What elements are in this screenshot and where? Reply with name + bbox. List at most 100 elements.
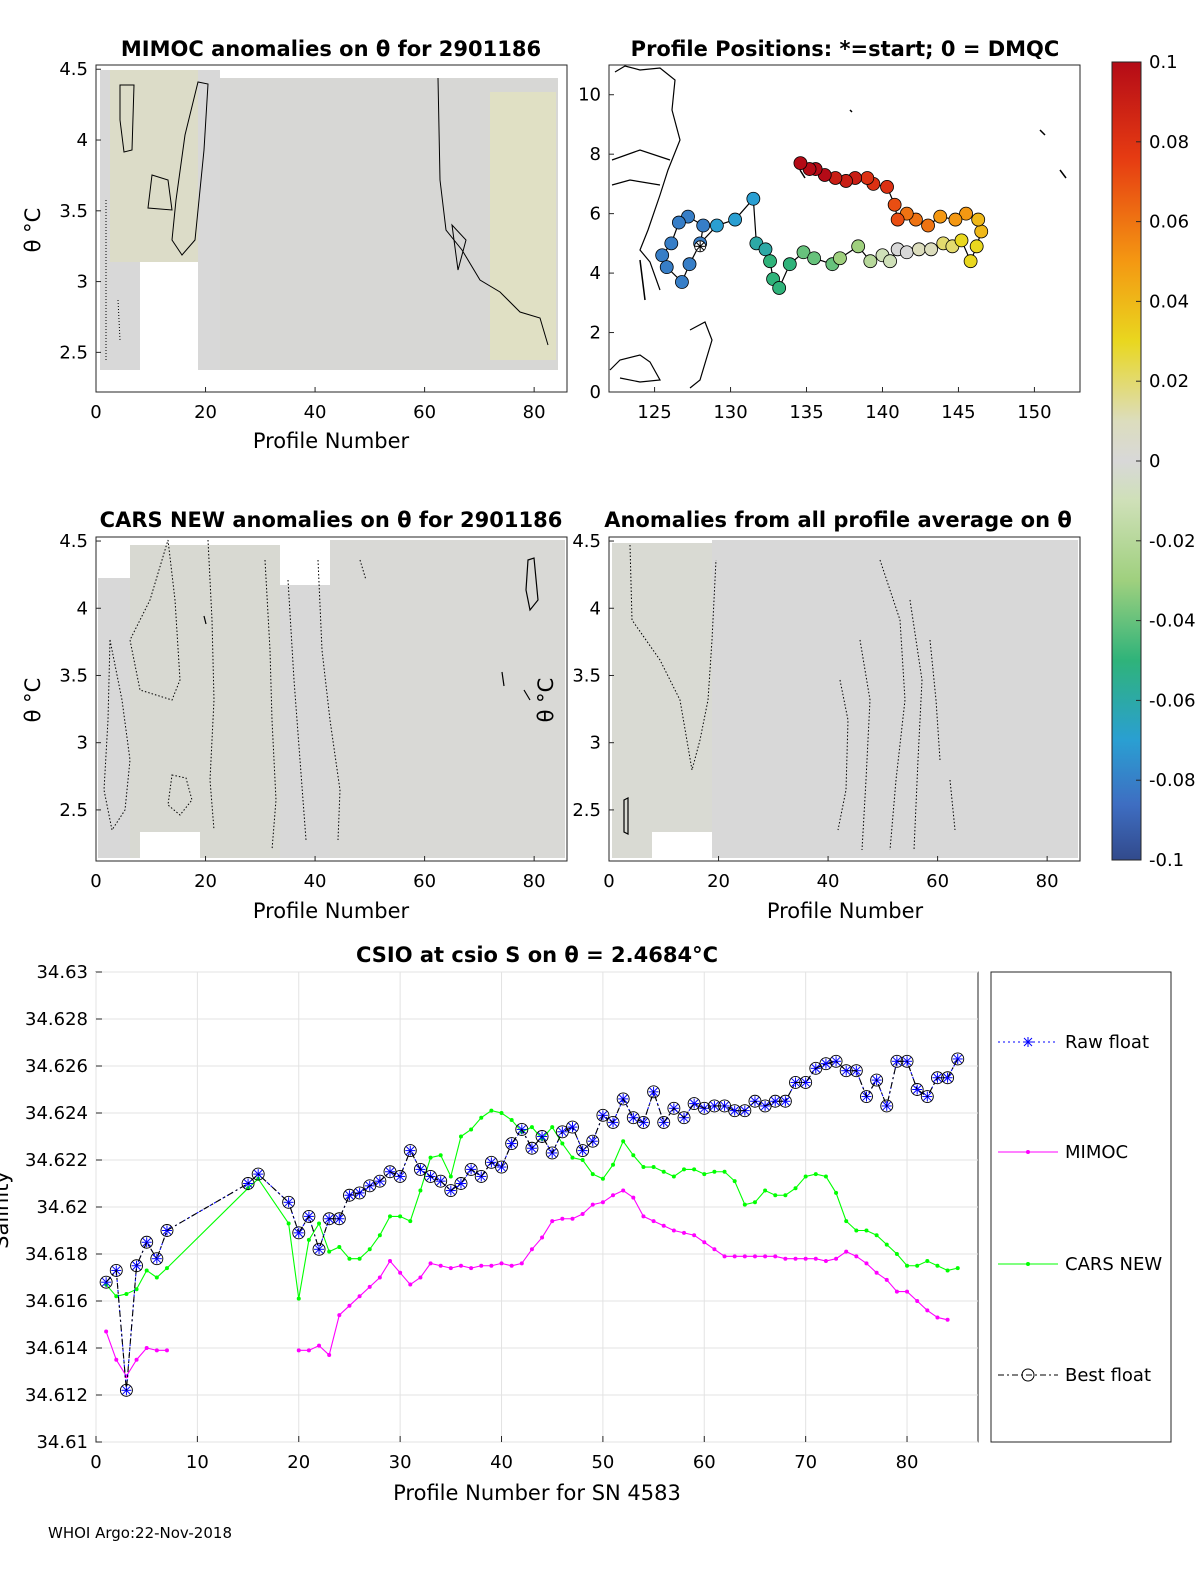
data-point — [367, 1247, 372, 1252]
data-point — [525, 1141, 539, 1155]
data-point — [930, 1071, 944, 1085]
data-point — [434, 1174, 448, 1188]
x-tick-label: 20 — [194, 871, 217, 892]
legend-marker — [1023, 1037, 1033, 1047]
x-tick-label: 40 — [304, 402, 327, 423]
x-tick-label: 60 — [693, 1452, 716, 1473]
data-point — [773, 1193, 778, 1198]
data-point — [509, 1263, 514, 1268]
data-point — [606, 1115, 620, 1129]
data-point — [570, 1216, 575, 1221]
y-tick-label: 2.5 — [572, 800, 601, 821]
allavg-axes: 0 20 40 60 80 4.5 4 3.5 3 2.5 — [572, 531, 1058, 892]
y-tick-label: 34.622 — [25, 1150, 88, 1171]
star-ray — [953, 1054, 963, 1064]
data-point — [458, 1263, 463, 1268]
profile-marker — [948, 212, 963, 227]
data-point — [671, 1228, 676, 1233]
series-line — [105, 1058, 959, 1391]
data-point — [347, 1256, 352, 1261]
data-point — [596, 1108, 610, 1122]
data-point — [570, 1155, 575, 1160]
data-point — [621, 1139, 626, 1144]
profile-marker — [954, 233, 969, 248]
colorbar-tick-label: 0 — [1149, 451, 1160, 472]
data-point — [763, 1254, 768, 1259]
data-point — [586, 1134, 600, 1148]
data-point — [732, 1254, 737, 1259]
data-point — [398, 1214, 403, 1219]
profile-marker — [696, 218, 711, 233]
data-point — [952, 1053, 963, 1064]
allavg-axes-box — [608, 536, 1081, 862]
data-point — [789, 1075, 802, 1089]
data-point — [590, 1202, 595, 1207]
data-point — [519, 1261, 524, 1266]
data-point — [164, 1266, 169, 1271]
data-point — [130, 1259, 144, 1273]
y-tick-label: 0 — [590, 382, 601, 403]
cars-xlabel: Profile Number — [253, 899, 410, 923]
y-tick-label: 34.612 — [25, 1385, 88, 1406]
colorbar-tick-label: -0.04 — [1149, 611, 1196, 632]
data-point — [560, 1141, 565, 1146]
data-point — [689, 1098, 700, 1109]
data-point — [935, 1315, 940, 1320]
data-point — [418, 1188, 423, 1193]
legend-marker — [1026, 1150, 1030, 1154]
data-point — [134, 1287, 139, 1292]
y-tick-label: 4 — [77, 598, 88, 619]
data-point — [874, 1270, 879, 1275]
y-tick-label: 3 — [590, 733, 601, 754]
y-tick-label: 34.618 — [25, 1244, 88, 1265]
data-point — [388, 1214, 392, 1219]
x-tick-label: 135 — [789, 402, 823, 423]
data-point — [418, 1275, 423, 1280]
data-point — [854, 1254, 859, 1259]
profile-marker — [887, 197, 902, 212]
start-marker — [694, 240, 707, 253]
data-point — [722, 1254, 727, 1259]
cars-field — [330, 540, 565, 858]
y-tick-label: 4.5 — [59, 531, 88, 552]
positions-plot-bg — [609, 65, 1080, 392]
data-point — [915, 1299, 920, 1303]
data-point — [738, 1104, 752, 1118]
data-point — [844, 1219, 849, 1224]
x-tick-label: 20 — [287, 1452, 310, 1473]
series-line — [105, 1058, 959, 1391]
data-point — [702, 1172, 707, 1177]
data-point — [428, 1155, 433, 1160]
data-point — [819, 1057, 833, 1071]
data-point — [469, 1266, 474, 1271]
series-best-float — [99, 1052, 965, 1397]
data-point — [140, 1235, 154, 1249]
data-point — [799, 1075, 813, 1089]
data-point — [342, 1188, 356, 1202]
legend-label: MIMOC — [1065, 1142, 1128, 1163]
mimoc-contour — [119, 81, 209, 256]
data-point — [712, 1169, 717, 1174]
data-point — [874, 1233, 879, 1238]
mimoc-panel: 0 20 40 60 80 4.5 4 3.5 3 2.5 MIMOC anomalies on … — [21, 37, 568, 453]
colorbar-tick-label: 0.06 — [1149, 212, 1189, 233]
series-cars-new — [104, 1108, 960, 1301]
colorbar-tick-label: -0.08 — [1149, 770, 1196, 791]
data-point — [464, 1162, 478, 1176]
data-point — [388, 1259, 392, 1264]
data-point — [628, 1112, 639, 1123]
positions-panel: 125 130 135 140 145 150 10 8 6 4 2 0 Profile Positi… — [578, 37, 1081, 423]
data-point — [306, 1237, 311, 1242]
data-point — [692, 1167, 697, 1172]
x-tick-label: 145 — [941, 402, 975, 423]
data-point — [306, 1348, 311, 1353]
profile-marker — [772, 281, 787, 295]
mimoc-xlabel: Profile Number — [253, 429, 410, 453]
data-point — [438, 1153, 443, 1158]
data-point — [951, 1052, 965, 1066]
data-point — [580, 1212, 585, 1217]
data-point — [560, 1216, 565, 1221]
y-tick-label: 34.62 — [36, 1197, 88, 1218]
data-point — [641, 1214, 646, 1219]
y-tick-label: 2 — [590, 323, 601, 344]
